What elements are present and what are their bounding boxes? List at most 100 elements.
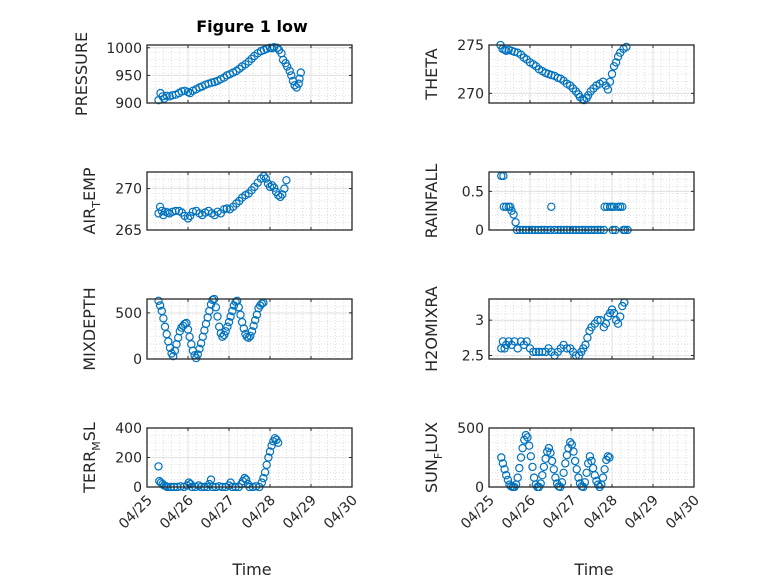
- data-point: [511, 218, 520, 227]
- y-axis-label: RAINFALL: [422, 164, 441, 239]
- data-point: [502, 471, 511, 480]
- data-point: [295, 74, 304, 83]
- data-point: [249, 321, 258, 330]
- data-point: [513, 473, 522, 482]
- y-axis-label: SUNFLUX: [422, 422, 445, 493]
- subplot-4: 0 0.5 RAINFALL: [422, 164, 695, 239]
- y-tick-label: 950: [115, 68, 142, 84]
- data-point: [265, 447, 275, 456]
- data-point: [607, 69, 617, 79]
- data-point: [294, 79, 303, 88]
- data-point: [580, 478, 590, 487]
- figure-title: Figure 1 low: [196, 17, 308, 36]
- y-tick-label: 0.5: [462, 184, 484, 200]
- data-point: [154, 296, 163, 305]
- y-axis-label-subscript: M: [90, 441, 103, 451]
- y-axis-label: THETA: [422, 48, 441, 100]
- y-tick-label: 275: [457, 38, 484, 54]
- data-point: [547, 202, 556, 211]
- data-point: [538, 471, 547, 480]
- axes-box: [488, 298, 695, 360]
- data-point: [605, 453, 614, 462]
- data-point: [526, 452, 536, 461]
- y-axis-label-main: RAINFALL: [422, 164, 441, 239]
- data-point: [546, 448, 555, 457]
- data-point: [247, 54, 256, 64]
- data-point: [195, 344, 204, 353]
- data-point: [287, 71, 296, 80]
- data-markers: [154, 434, 283, 491]
- data-point: [157, 206, 166, 216]
- data-point: [516, 453, 526, 462]
- y-tick-label: 0: [475, 480, 484, 496]
- y-axis-label-main: H2OMIXRA: [422, 286, 441, 372]
- data-point: [562, 344, 572, 353]
- data-point: [241, 475, 251, 484]
- y-axis-label-main: SUN: [422, 459, 441, 493]
- data-point: [259, 473, 268, 483]
- y-tick-label: 265: [115, 223, 142, 239]
- data-point: [566, 81, 575, 90]
- data-point: [185, 88, 195, 98]
- data-point: [221, 327, 230, 336]
- data-point: [551, 473, 560, 482]
- y-axis-label: AIRTEMP: [80, 167, 103, 234]
- data-point: [246, 331, 255, 341]
- data-point: [251, 482, 261, 491]
- axes-box: [488, 171, 695, 231]
- data-point: [502, 202, 511, 211]
- axes-box: [488, 427, 695, 488]
- data-markers: [154, 171, 291, 223]
- data-point: [211, 303, 221, 312]
- data-point: [219, 330, 229, 340]
- data-point: [561, 459, 570, 468]
- x-axis-label-left: Time: [231, 560, 271, 579]
- y-axis-label-main: THETA: [422, 48, 441, 100]
- data-point: [557, 478, 567, 487]
- data-point: [165, 343, 175, 353]
- data-point: [506, 202, 515, 211]
- data-point: [609, 202, 619, 211]
- data-point: [171, 206, 180, 216]
- y-axis-label: MIXDEPTH: [80, 287, 99, 370]
- data-point: [193, 350, 202, 359]
- y-axis-label-main: MIXDEPTH: [80, 287, 99, 370]
- y-tick-label: 270: [115, 182, 142, 198]
- y-tick-label: 200: [115, 451, 142, 467]
- data-point: [497, 453, 506, 462]
- data-point: [168, 352, 178, 361]
- data-point: [544, 443, 554, 453]
- data-point: [264, 453, 273, 462]
- data-point: [226, 478, 235, 487]
- data-point: [568, 84, 578, 93]
- data-point: [579, 95, 589, 105]
- y-tick-label: 400: [115, 421, 142, 437]
- data-point: [282, 176, 291, 185]
- data-point: [569, 447, 578, 456]
- axes-box: [146, 171, 353, 231]
- data-point: [549, 465, 559, 474]
- data-point: [239, 324, 248, 333]
- data-point: [244, 57, 253, 66]
- data-point: [274, 190, 283, 200]
- y-tick-label: 1000: [106, 41, 142, 57]
- y-axis-label-rest: EMP: [80, 167, 99, 201]
- data-point: [529, 347, 538, 357]
- data-point: [622, 42, 631, 52]
- data-point: [242, 332, 252, 341]
- data-point: [274, 438, 283, 447]
- data-point: [280, 184, 289, 193]
- data-point: [191, 353, 201, 363]
- y-tick-label: 2.5: [462, 348, 484, 364]
- data-point: [509, 210, 518, 219]
- data-point: [539, 462, 549, 472]
- data-point: [605, 77, 615, 86]
- axes-box: [488, 44, 695, 104]
- data-markers: [496, 41, 631, 105]
- y-tick-label: 900: [115, 96, 142, 112]
- data-point: [273, 43, 282, 53]
- data-point: [159, 94, 169, 103]
- data-point: [296, 68, 305, 77]
- y-axis-label-subscript: T: [90, 201, 103, 209]
